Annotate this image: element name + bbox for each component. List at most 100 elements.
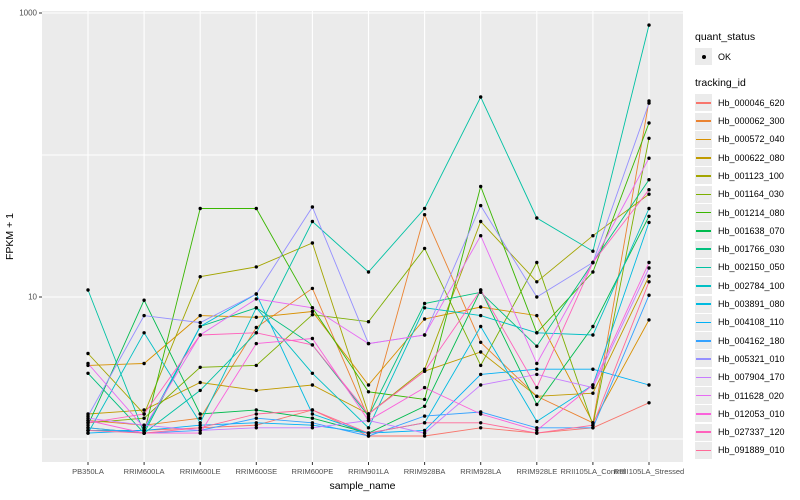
data-point[interactable] [591,234,595,238]
data-point[interactable] [86,351,90,356]
data-point[interactable] [310,426,315,430]
data-point[interactable] [591,367,595,371]
data-point[interactable] [535,419,539,424]
data-point[interactable] [254,206,258,211]
legend-item-Hb_002150_050[interactable]: Hb_002150_050 [695,258,799,276]
data-point[interactable] [86,288,90,292]
data-point[interactable] [535,295,539,299]
data-point[interactable] [422,213,427,217]
data-point[interactable] [422,306,427,310]
data-point[interactable] [142,361,146,366]
data-point[interactable] [422,246,427,251]
data-point[interactable] [254,408,258,412]
data-point[interactable] [591,333,595,337]
data-point[interactable] [366,270,371,274]
data-point[interactable] [479,363,483,368]
legend-item-Hb_001164_030[interactable]: Hb_001164_030 [695,185,799,203]
data-point[interactable] [535,367,539,371]
data-point[interactable] [479,184,483,189]
legend-item-Hb_001123_100[interactable]: Hb_001123_100 [695,167,799,185]
data-point[interactable] [310,286,315,291]
data-point[interactable] [254,388,258,393]
data-point[interactable] [142,331,146,335]
data-point[interactable] [479,421,483,425]
data-point[interactable] [198,313,202,318]
data-point[interactable] [366,418,371,423]
legend-item-ok[interactable]: OK [695,48,799,65]
data-point[interactable] [310,408,315,412]
data-point[interactable] [647,192,651,196]
data-point[interactable] [198,431,202,435]
data-point[interactable] [254,315,258,319]
data-point[interactable] [479,203,483,208]
data-point[interactable] [647,178,651,182]
data-point[interactable] [86,428,90,433]
data-point[interactable] [647,220,651,225]
data-point[interactable] [422,317,427,321]
data-point[interactable] [535,280,539,284]
data-point[interactable] [86,431,90,435]
data-point[interactable] [479,234,483,238]
data-point[interactable] [479,305,483,309]
data-point[interactable] [647,136,651,140]
data-point[interactable] [535,402,539,407]
legend-item-Hb_012053_010[interactable]: Hb_012053_010 [695,405,799,423]
data-point[interactable] [535,313,539,318]
data-point[interactable] [142,428,146,433]
data-point[interactable] [142,313,146,318]
data-point[interactable] [142,412,146,416]
data-point[interactable] [422,369,427,373]
data-point[interactable] [647,293,651,297]
data-point[interactable] [142,416,146,420]
data-point[interactable] [535,216,539,220]
data-point[interactable] [310,313,315,317]
data-point[interactable] [422,404,427,408]
data-point[interactable] [198,320,202,325]
data-point[interactable] [366,390,371,394]
legend-item-Hb_004162_180[interactable]: Hb_004162_180 [695,332,799,350]
data-point[interactable] [310,205,315,209]
data-point[interactable] [647,121,651,125]
data-point[interactable] [422,385,427,390]
data-point[interactable] [591,423,595,427]
data-point[interactable] [198,428,202,433]
legend-item-Hb_011628_020[interactable]: Hb_011628_020 [695,387,799,405]
data-point[interactable] [366,412,371,416]
data-point[interactable] [366,383,371,387]
data-point[interactable] [647,156,651,160]
data-point[interactable] [310,309,315,314]
data-point[interactable] [535,260,539,265]
data-point[interactable] [591,270,595,274]
data-point[interactable] [422,301,427,306]
data-point[interactable] [479,95,483,99]
data-point[interactable] [198,416,202,420]
data-point[interactable] [198,275,202,279]
data-point[interactable] [591,249,595,253]
data-point[interactable] [479,383,483,387]
data-point[interactable] [647,274,651,278]
data-point[interactable] [254,363,258,368]
data-point[interactable] [198,365,202,369]
data-point[interactable] [254,426,258,430]
legend-item-Hb_001638_070[interactable]: Hb_001638_070 [695,222,799,240]
data-point[interactable] [310,241,315,245]
data-point[interactable] [366,320,371,324]
data-point[interactable] [142,408,146,412]
legend-item-Hb_003891_080[interactable]: Hb_003891_080 [695,295,799,313]
data-point[interactable] [254,297,258,301]
legend-item-Hb_000622_080[interactable]: Hb_000622_080 [695,149,799,167]
legend-item-Hb_027337_120[interactable]: Hb_027337_120 [695,423,799,441]
data-point[interactable] [198,333,202,337]
data-point[interactable] [422,333,427,337]
data-point[interactable] [479,426,483,430]
data-point[interactable] [310,412,315,416]
data-point[interactable] [422,431,427,435]
data-point[interactable] [422,434,427,438]
data-point[interactable] [198,423,202,427]
data-point[interactable] [591,383,595,387]
data-point[interactable] [535,385,539,390]
data-point[interactable] [254,341,258,346]
data-point[interactable] [310,416,315,420]
data-point[interactable] [254,325,258,330]
data-point[interactable] [254,331,258,335]
